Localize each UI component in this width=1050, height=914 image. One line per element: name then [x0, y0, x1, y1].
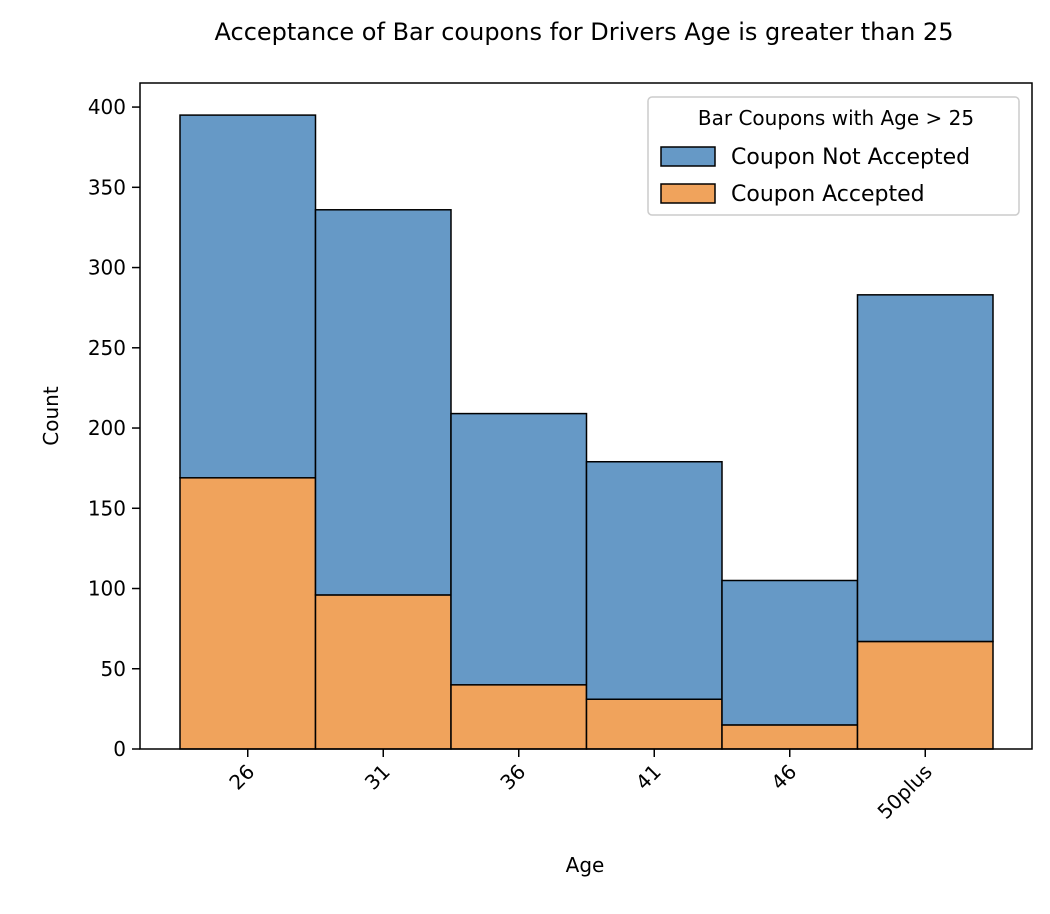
y-tick-label-350: 350 [88, 175, 126, 199]
bar-46-coupon-not-accepted [721, 579, 859, 726]
y-axis: 0 50 100 150 200 250 300 350 400 [88, 95, 140, 761]
y-tick-label-250: 250 [88, 336, 126, 360]
bar-46-coupon-accepted [721, 724, 859, 750]
chart-title: Acceptance of Bar coupons for Drivers Ag… [215, 18, 954, 46]
bar-31-coupon-accepted [314, 594, 452, 750]
y-tick-label-200: 200 [88, 416, 126, 440]
y-tick-label-100: 100 [88, 577, 126, 601]
bar-50plus-coupon-accepted [856, 640, 994, 750]
bar-26-coupon-not-accepted [179, 114, 317, 479]
legend-swatch-accepted [660, 183, 716, 204]
y-tick-label-0: 0 [113, 737, 126, 761]
bar-36-coupon-not-accepted [450, 412, 588, 686]
x-tick-label-46: 46 [766, 760, 801, 795]
plot-frame [139, 82, 1033, 750]
x-tick-label-41: 41 [631, 760, 666, 795]
bar-41-coupon-not-accepted [585, 460, 723, 701]
bar-36-coupon-accepted [450, 684, 588, 750]
legend-title: Bar Coupons with Age > 25 [698, 106, 974, 130]
bar-41-coupon-accepted [585, 698, 723, 750]
legend-swatch-not-accepted [660, 146, 716, 167]
y-tick-label-400: 400 [88, 95, 126, 119]
y-tick-label-50: 50 [101, 657, 126, 681]
bar-26-coupon-accepted [179, 477, 317, 750]
x-axis: 26 31 36 41 46 50plus [224, 749, 937, 824]
legend-box [647, 96, 1020, 216]
y-axis-title: Count [39, 386, 63, 446]
x-tick-label-31: 31 [360, 760, 395, 795]
x-tick-label-36: 36 [495, 760, 530, 795]
legend-label-accepted: Coupon Accepted [731, 182, 925, 207]
legend-label-not-accepted: Coupon Not Accepted [731, 145, 970, 170]
y-tick-label-300: 300 [88, 256, 126, 280]
bar-31-coupon-not-accepted [314, 209, 452, 596]
y-tick-label-150: 150 [88, 496, 126, 520]
bar-50plus-coupon-not-accepted [856, 294, 994, 643]
x-tick-label-50plus: 50plus [873, 760, 937, 824]
x-axis-title: Age [566, 853, 605, 877]
x-tick-label-26: 26 [224, 760, 259, 795]
bars-group [179, 114, 994, 750]
legend: Bar Coupons with Age > 25 Coupon Not Acc… [647, 96, 1020, 216]
